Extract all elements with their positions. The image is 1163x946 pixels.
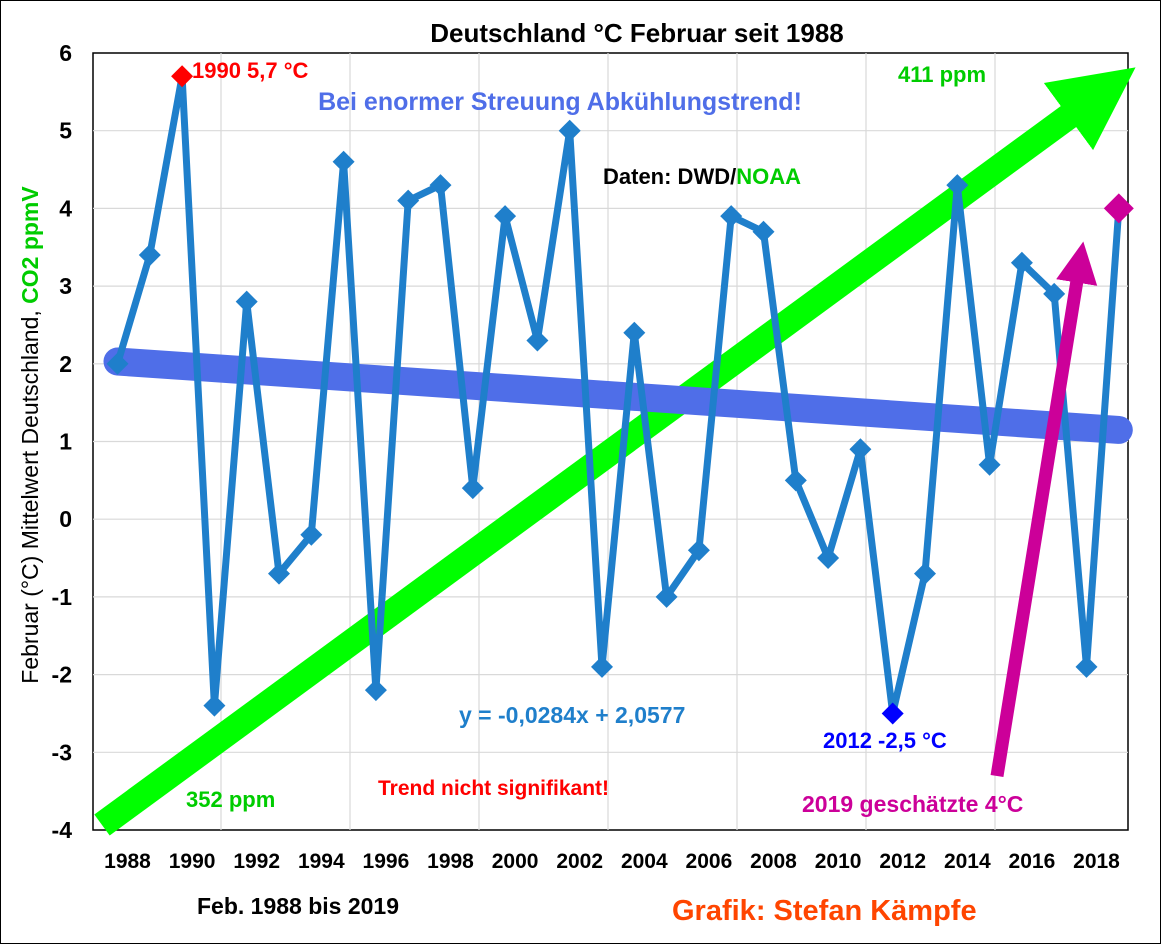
data-source-suffix: NOAA (736, 164, 801, 189)
estimate-arrow (990, 241, 1098, 778)
x-tick-label: 1988 (104, 850, 151, 873)
y-tick-label: -1 (52, 584, 73, 610)
data-point (203, 694, 226, 717)
data-point-min (881, 702, 904, 725)
data-point (461, 477, 484, 500)
x-tick-label: 2008 (750, 850, 797, 873)
chart-title: Deutschland °C Februar seit 1988 (430, 18, 844, 48)
co2-end-label: 411 ppm (898, 62, 986, 87)
y-axis-label-co2: CO2 ppmV (17, 186, 43, 304)
data-point (591, 655, 613, 678)
y-axis-label-temperature: Februar (°C) Mittelwert Deutschland, (17, 310, 43, 683)
x-tick-label: 2012 (879, 850, 926, 873)
trend-equation: y = -0,0284x + 2,0577 (459, 702, 685, 728)
temperature-series-line (114, 72, 1123, 717)
max-label: 1990 5,7 °C (192, 58, 309, 83)
x-tick-label: 2018 (1073, 850, 1120, 873)
x-tick-label: 2016 (1009, 850, 1056, 873)
y-tick-label: -4 (52, 817, 73, 843)
data-point (1010, 251, 1033, 274)
data-point (558, 119, 581, 142)
data-point (364, 679, 387, 702)
y-tick-label: 2 (59, 351, 72, 377)
data-point (849, 438, 872, 461)
y-tick-label: 0 (59, 506, 72, 532)
data-point (1043, 282, 1066, 305)
y-axis-label: Februar (°C) Mittelwert Deutschland, CO2… (17, 186, 43, 684)
temperature-series-points (106, 65, 1134, 725)
min-label: 2012 -2,5 °C (823, 728, 947, 753)
co2-start-label: 352 ppm (186, 787, 275, 812)
data-point-estimate (1103, 193, 1134, 224)
data-point (300, 523, 323, 546)
data-point (235, 290, 258, 313)
data-point (655, 585, 678, 608)
x-tick-label: 2002 (556, 850, 603, 873)
data-point (978, 453, 1001, 476)
not-significant-label: Trend nicht signifikant! (378, 777, 609, 800)
data-point (687, 539, 710, 562)
x-tick-label: 1998 (427, 850, 474, 873)
y-tick-label: 3 (59, 273, 72, 299)
estimate-label: 2019 geschätzte 4°C (802, 791, 1023, 817)
data-point (817, 547, 840, 570)
data-point (946, 174, 969, 197)
y-tick-label: -3 (52, 739, 72, 765)
data-point (429, 174, 452, 197)
gridlines (93, 53, 1128, 830)
x-tick-label: 2006 (686, 850, 733, 873)
data-point (268, 562, 290, 585)
y-tick-label: 5 (59, 118, 72, 144)
x-tick-label: 2000 (492, 850, 539, 873)
x-axis-ticks: 1988 1990 1992 1994 1996 1998 2000 2002 2004 2006… (104, 850, 1120, 873)
data-point-max (171, 65, 194, 88)
trend-line (103, 347, 1133, 444)
x-tick-label: 1990 (169, 850, 216, 873)
y-tick-label: 4 (59, 195, 72, 221)
x-tick-label: 2014 (944, 850, 991, 873)
data-source-prefix: Daten: DWD/ (603, 164, 736, 189)
data-point (720, 205, 743, 228)
data-point (397, 189, 420, 212)
data-point (752, 220, 775, 243)
data-point (106, 352, 129, 375)
data-point (784, 469, 807, 492)
co2-arrow (94, 67, 1136, 836)
data-point (138, 244, 161, 267)
data-point (1075, 655, 1098, 678)
data-point (526, 329, 549, 352)
x-tick-label: 2004 (621, 850, 668, 873)
y-tick-label: 1 (59, 429, 72, 455)
data-point (332, 150, 355, 173)
y-tick-label: 6 (59, 40, 72, 66)
x-tick-label: 1994 (298, 850, 345, 873)
data-point (494, 205, 517, 228)
x-tick-label: 1996 (363, 850, 410, 873)
credit-label: Grafik: Stefan Kämpfe (672, 895, 977, 927)
x-tick-label: 2010 (815, 850, 862, 873)
data-source: Daten: DWD/NOAA (603, 164, 801, 189)
x-axis-label: Feb. 1988 bis 2019 (197, 893, 399, 919)
data-point (914, 562, 936, 585)
y-axis-ticks: 6 5 4 3 2 1 0 -1 -2 -3 -4 (52, 40, 73, 843)
x-tick-label: 1992 (233, 850, 280, 873)
data-point (623, 321, 646, 344)
trend-annotation: Bei enormer Streuung Abkühlungstrend! (318, 88, 802, 116)
y-tick-label: -2 (52, 662, 72, 688)
